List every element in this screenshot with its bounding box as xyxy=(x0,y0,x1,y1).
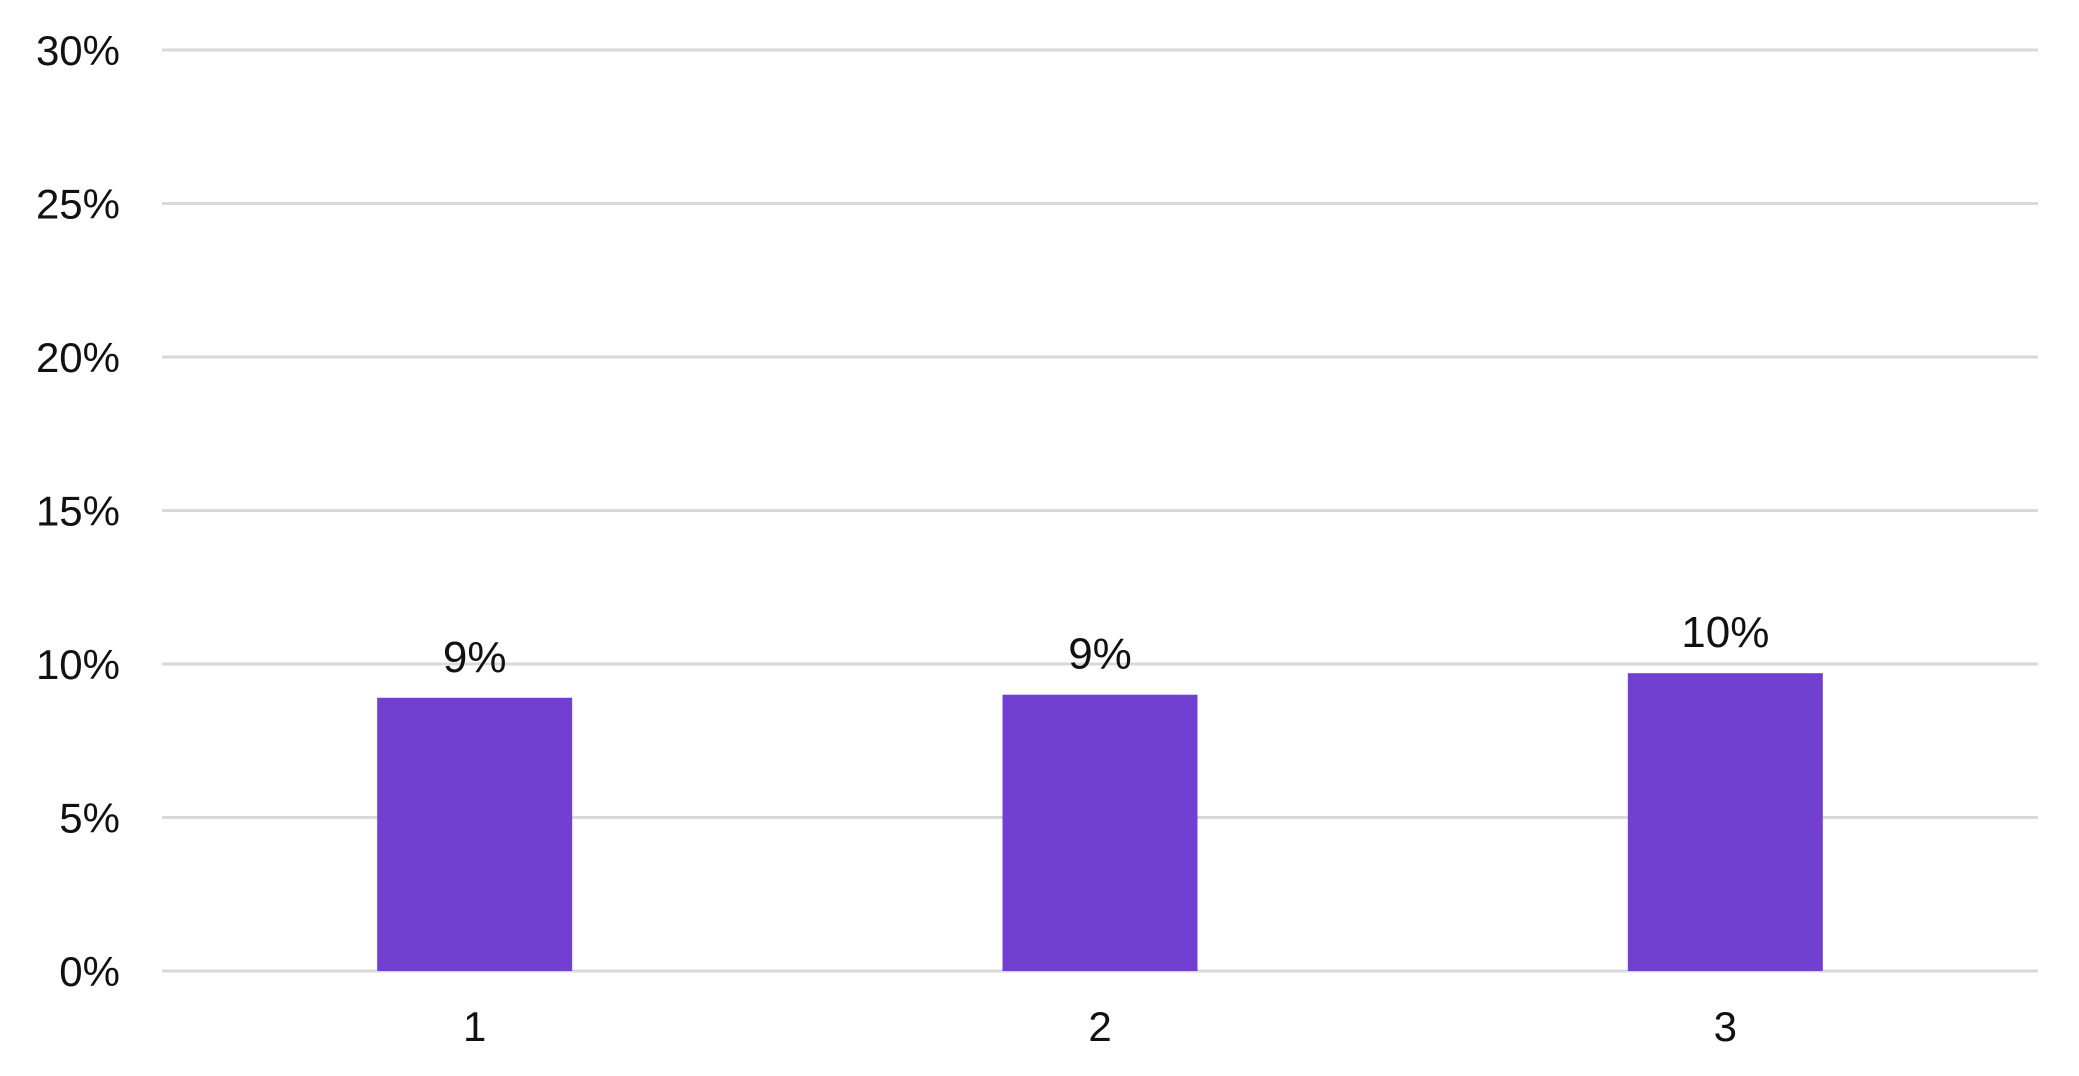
bar-3 xyxy=(1627,673,1823,971)
data-label-2: 9% xyxy=(1068,630,1132,679)
y-tick-label: 5% xyxy=(59,795,120,842)
data-labels: 9% 9% 10% xyxy=(443,608,1770,682)
x-tick-label: 3 xyxy=(1714,1003,1737,1050)
bar-1 xyxy=(377,697,573,971)
x-tick-label: 1 xyxy=(463,1003,486,1050)
y-tick-label: 25% xyxy=(36,181,120,228)
x-axis-tick-labels: 1 2 3 xyxy=(463,1003,1737,1050)
y-tick-label: 0% xyxy=(59,948,120,995)
y-axis-tick-labels: 0% 5% 10% 15% 20% 25% 30% xyxy=(36,27,120,995)
x-tick-label: 2 xyxy=(1088,1003,1111,1050)
y-tick-label: 30% xyxy=(36,27,120,74)
data-label-3: 10% xyxy=(1681,608,1769,657)
bar-2 xyxy=(1002,694,1198,971)
y-tick-label: 15% xyxy=(36,488,120,535)
y-tick-label: 10% xyxy=(36,641,120,688)
data-label-1: 9% xyxy=(443,633,507,682)
y-tick-label: 20% xyxy=(36,334,120,381)
bars xyxy=(377,673,1823,971)
